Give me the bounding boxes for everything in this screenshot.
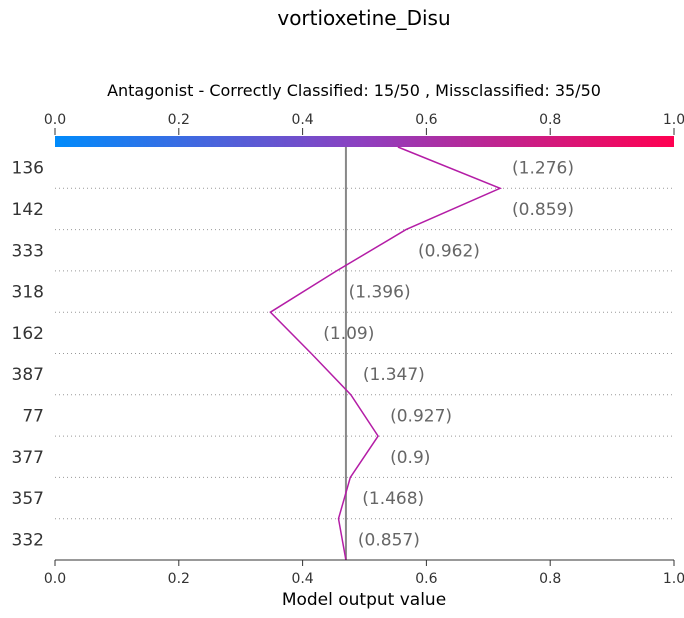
bottom-tick-label: 0.0 <box>44 571 66 587</box>
top-tick-label: 0.4 <box>291 112 313 128</box>
bottom-tick-label: 0.8 <box>539 571 561 587</box>
feature-value-labels: (1.276) (0.859) (0.962) (1.396) (1.09) (1.347… <box>323 159 574 551</box>
feature-value-label: (0.859) <box>512 200 574 220</box>
bottom-tick-label: 0.4 <box>291 571 313 587</box>
bottom-tick-label: 0.6 <box>415 571 437 587</box>
top-tick-label: 0.0 <box>44 112 66 128</box>
bottom-tick-label: 0.2 <box>168 571 190 587</box>
feature-label: 142 <box>12 200 44 220</box>
top-tick-label: 0.2 <box>168 112 190 128</box>
feature-label: 318 <box>12 283 44 303</box>
feature-value-label: (1.468) <box>362 489 424 509</box>
feature-label: 162 <box>12 324 44 344</box>
top-tick-label: 0.8 <box>539 112 561 128</box>
feature-label: 332 <box>12 530 44 550</box>
feature-label: 387 <box>12 365 44 385</box>
chart-subtitle: Antagonist - Correctly Classified: 15/50… <box>107 81 601 100</box>
feature-value-label: (0.927) <box>390 406 452 426</box>
feature-value-label: (1.347) <box>363 365 425 385</box>
feature-labels: 136 142 333 318 162 387 77 377 357 332 <box>12 159 44 551</box>
feature-value-label: (1.396) <box>349 283 411 303</box>
row-gridlines <box>55 187 674 520</box>
feature-label: 357 <box>12 489 44 509</box>
top-axis: 0.0 0.2 0.4 0.6 0.8 1.0 <box>44 112 684 135</box>
feature-value-label: (0.9) <box>390 448 430 468</box>
colorbar <box>55 136 674 147</box>
feature-label: 77 <box>22 406 44 426</box>
feature-label: 333 <box>12 241 44 261</box>
bottom-tick-label: 1.0 <box>663 571 684 587</box>
chart-title: vortioxetine_Disu <box>277 6 450 30</box>
feature-label: 377 <box>12 448 44 468</box>
top-tick-label: 0.6 <box>415 112 437 128</box>
feature-value-label: (1.276) <box>512 159 574 179</box>
feature-value-label: (0.962) <box>418 241 480 261</box>
x-axis-title: Model output value <box>282 590 446 610</box>
top-tick-label: 1.0 <box>663 112 684 128</box>
bottom-axis: 0.0 0.2 0.4 0.6 0.8 1.0 <box>44 560 684 587</box>
feature-value-label: (0.857) <box>358 530 420 550</box>
decision-path-line <box>269 146 503 561</box>
feature-value-label: (1.09) <box>323 324 374 344</box>
feature-label: 136 <box>12 159 44 179</box>
